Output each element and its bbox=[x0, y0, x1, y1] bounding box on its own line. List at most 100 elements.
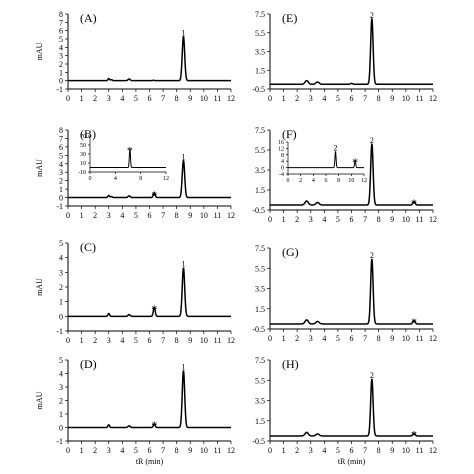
panel-b-inset-y-tick-label: 70 bbox=[80, 134, 86, 140]
panel-c-y-axis-label: mAU bbox=[35, 278, 44, 296]
panel-d-x-axis-label: tR (min) bbox=[136, 457, 164, 466]
panel-f-peak-label: 2 bbox=[370, 136, 374, 145]
panel-c-x-tick-label: 12 bbox=[227, 336, 235, 345]
panel-h-y-tick-label: 3.5 bbox=[255, 397, 265, 406]
panel-h-impurity-marker: * bbox=[411, 427, 417, 441]
panel-b-x-tick-label: 11 bbox=[214, 211, 222, 220]
panel-g-x-tick-label: 9 bbox=[390, 334, 394, 343]
panel-c-x-tick-label: 6 bbox=[148, 336, 152, 345]
panel-g-y-tick-label: 3.5 bbox=[255, 285, 265, 294]
panel-f-trace bbox=[269, 143, 434, 206]
panel-d-trace bbox=[67, 370, 232, 429]
panel-b-inset-impurity-marker: * bbox=[127, 144, 133, 158]
panel-h-x-tick-label: 3 bbox=[309, 446, 313, 455]
panel-b-y-tick-label: 0 bbox=[59, 194, 63, 203]
panel-b-x-tick-label: 7 bbox=[161, 211, 165, 220]
panel-d-y-tick-label: -1 bbox=[56, 437, 63, 446]
panel-d-x-tick-label: 2 bbox=[93, 446, 97, 455]
panel-d-x-tick-label: 3 bbox=[107, 446, 111, 455]
panel-f-x-tick-label: 0 bbox=[268, 215, 272, 224]
panel-e-x-tick-label: 1 bbox=[282, 94, 286, 103]
panel-g-x-tick-label: 5 bbox=[336, 334, 340, 343]
panel-c-x-tick-label: 3 bbox=[107, 336, 111, 345]
panel-b-y-tick-label: 1 bbox=[59, 185, 63, 194]
panel-f-inset-x-tick-label: 10 bbox=[348, 178, 354, 184]
panel-b-x-tick-label: 3 bbox=[107, 211, 111, 220]
panel-h-group: 0 1 2 3 4 5 6 7 8 9 10 11 12-0.51.53.55.57.52* bbox=[252, 356, 437, 455]
panel-b-inset-x-tick-label: 8 bbox=[139, 176, 142, 182]
panel-b-x-tick-label: 0 bbox=[66, 211, 70, 220]
panel-e-x-tick-label: 6 bbox=[350, 94, 354, 103]
panel-h-x-tick-label: 4 bbox=[322, 446, 326, 455]
panel-f-x-tick-label: 5 bbox=[336, 215, 340, 224]
panel-e-y-tick-label: -0.5 bbox=[252, 85, 265, 94]
panel-f-inset-y-tick-label: 4 bbox=[281, 159, 284, 165]
panel-f-inset-y-tick-label: 8 bbox=[281, 153, 284, 159]
panel-a-peak-label: 1 bbox=[181, 29, 185, 38]
panel-b-x-tick-label: 1 bbox=[80, 211, 84, 220]
panel-f-y-tick-label: 7.5 bbox=[255, 126, 265, 135]
panel-b-y-tick-label: 4 bbox=[59, 160, 63, 169]
panel-g-x-tick-label: 2 bbox=[295, 334, 299, 343]
panel-b-y-tick-label: 2 bbox=[59, 177, 63, 186]
panel-d-x-tick-label: 8 bbox=[175, 446, 179, 455]
panel-b-y-tick-label: -1 bbox=[56, 202, 63, 211]
panel-h-x-tick-label: 9 bbox=[390, 446, 394, 455]
panel-a-y-tick-label: 5 bbox=[59, 35, 63, 44]
panel-g-x-tick-label: 10 bbox=[402, 334, 410, 343]
panel-a-x-tick-label: 11 bbox=[214, 94, 222, 103]
panel-a-y-tick-label: 8 bbox=[59, 10, 63, 19]
panel-a-x-tick-label: 6 bbox=[148, 94, 152, 103]
panel-f-inset-x-tick-label: 6 bbox=[325, 178, 328, 184]
panel-g-x-tick-label: 0 bbox=[268, 334, 272, 343]
panel-f-y-tick-label: 3.5 bbox=[255, 166, 265, 175]
panel-b-x-tick-label: 4 bbox=[120, 211, 124, 220]
panel-d-x-tick-label: 6 bbox=[148, 446, 152, 455]
panel-d-label: (D) bbox=[80, 357, 97, 371]
panel-g-y-tick-label: 7.5 bbox=[255, 244, 265, 253]
panel-c-x-tick-label: 9 bbox=[188, 336, 192, 345]
panel-b-x-tick-label: 10 bbox=[200, 211, 208, 220]
panel-b-inset-y-tick-label: 30 bbox=[80, 152, 86, 158]
panel-f-x-tick-label: 3 bbox=[309, 215, 313, 224]
panel-f-inset-x-tick-label: 2 bbox=[299, 178, 302, 184]
panel-h-x-tick-label: 5 bbox=[336, 446, 340, 455]
panel-h-trace bbox=[269, 378, 434, 437]
panel-f-y-tick-label: 5.5 bbox=[255, 146, 265, 155]
panel-a-x-tick-label: 0 bbox=[66, 94, 70, 103]
panel-f-y-tick-label: 1.5 bbox=[255, 186, 265, 195]
panel-h-x-tick-label: 6 bbox=[350, 446, 354, 455]
panel-f-inset-trace bbox=[287, 151, 365, 169]
panel-g-label: (G) bbox=[282, 245, 299, 259]
panel-d-y-tick-label: 3 bbox=[59, 383, 63, 392]
panel-b-trace bbox=[67, 159, 232, 199]
panel-c-x-tick-label: 10 bbox=[200, 336, 208, 345]
panel-g-x-tick-label: 4 bbox=[322, 334, 326, 343]
panel-d-y-tick-label: 5 bbox=[59, 356, 63, 365]
panel-c-x-tick-label: 1 bbox=[80, 336, 84, 345]
panel-e-y-tick-label: 5.5 bbox=[255, 29, 265, 38]
panel-c-y-tick-label: 0 bbox=[59, 312, 63, 321]
panel-e-y-tick-label: 7.5 bbox=[255, 10, 265, 19]
panel-a-x-tick-label: 5 bbox=[134, 94, 138, 103]
panel-b-inset-x-tick-label: 12 bbox=[163, 176, 169, 182]
panel-b-y-tick-label: 7 bbox=[59, 134, 63, 143]
panel-f-x-tick-label: 2 bbox=[295, 215, 299, 224]
panel-g-x-tick-label: 7 bbox=[363, 334, 367, 343]
panel-d-y-axis-label: mAU bbox=[35, 391, 44, 409]
panel-f-inset-x-tick-label: 8 bbox=[337, 178, 340, 184]
panel-e-x-tick-label: 4 bbox=[322, 94, 326, 103]
panel-b-inset-x-tick-label: 0 bbox=[89, 176, 92, 182]
panel-f-x-tick-label: 7 bbox=[363, 215, 367, 224]
panel-a-y-axis-label: mAU bbox=[35, 42, 44, 60]
panel-g-y-tick-label: 5.5 bbox=[255, 264, 265, 273]
panel-b-inset-group: 0 4 8 12 -10 10 30 50 70 * bbox=[78, 134, 169, 182]
panel-f-inset-x-tick-label: 12 bbox=[361, 178, 367, 184]
panel-f-inset-y-tick-label: -4 bbox=[279, 172, 284, 178]
panel-e-x-tick-label: 2 bbox=[295, 94, 299, 103]
panel-h-peak-label: 2 bbox=[370, 371, 374, 380]
